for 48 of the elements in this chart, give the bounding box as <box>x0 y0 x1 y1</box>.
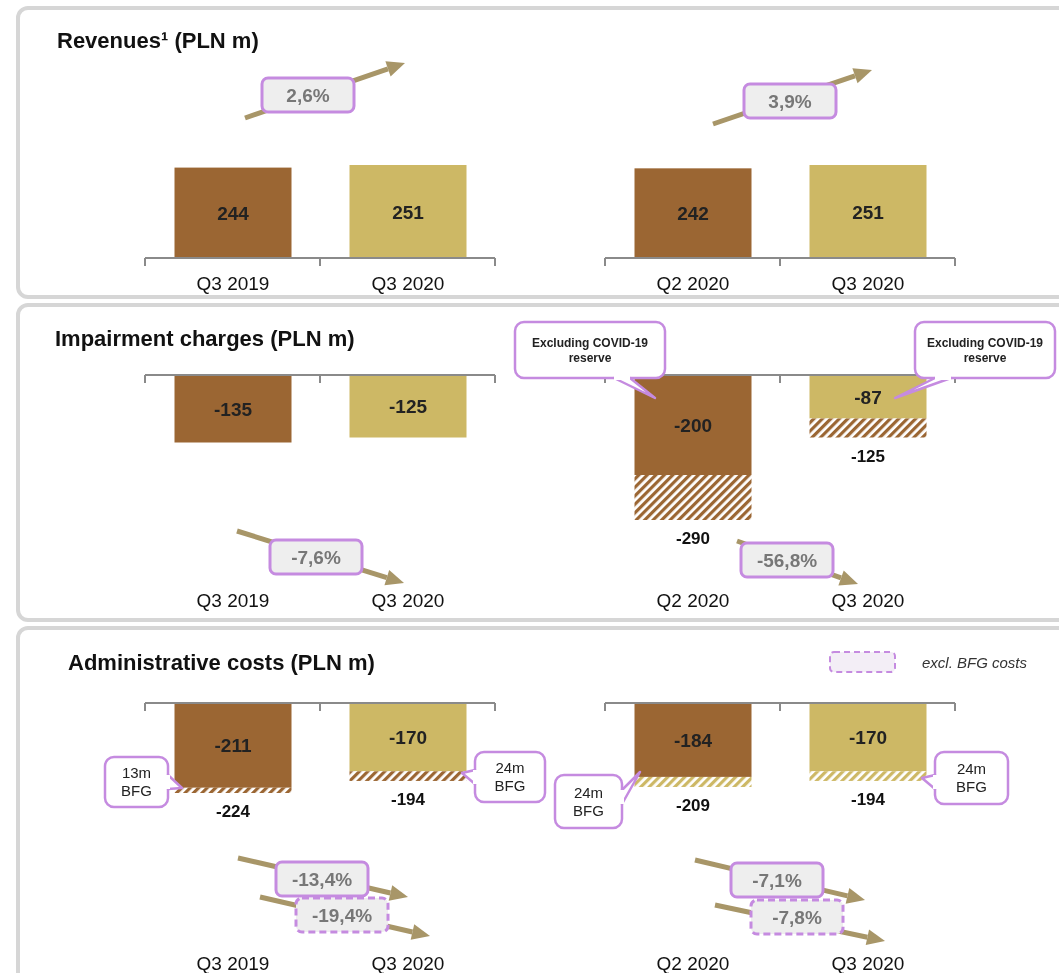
x-tick-label: Q3 2020 <box>371 590 445 611</box>
x-tick-label: Q2 2020 <box>656 953 730 973</box>
total-label: -125 <box>850 446 886 466</box>
data-label: 244 <box>217 202 250 224</box>
text: -7,6% <box>291 547 341 568</box>
text: 3,9% <box>768 91 812 112</box>
total-label: -224 <box>215 802 251 821</box>
data-label: -184 <box>673 729 713 751</box>
text: -7,1% <box>752 870 802 891</box>
x-tick-label: Q2 2020 <box>656 590 730 611</box>
chart-title: Administrative costs (PLN m) <box>68 650 375 675</box>
x-tick-label: Q3 2020 <box>831 953 905 973</box>
text: -13,4% <box>291 869 353 890</box>
total-label: -194 <box>390 789 426 809</box>
data-label: -87 <box>854 386 882 408</box>
x-tick-label: Q3 2019 <box>196 953 270 973</box>
data-label: -135 <box>213 398 253 420</box>
x-tick-label: Q3 2020 <box>831 590 905 611</box>
data-label: -125 <box>388 396 428 418</box>
data-label: 242 <box>677 203 709 225</box>
text: -7,8% <box>772 907 822 928</box>
data-label: 251 <box>852 201 885 223</box>
data-label: -170 <box>388 727 428 749</box>
text: 2,6% <box>286 85 330 106</box>
x-tick-label: Q3 2020 <box>831 273 905 294</box>
text: -56,8% <box>756 550 818 571</box>
annotation: 13m BFG <box>121 764 152 800</box>
text: 24m BFG <box>956 760 987 796</box>
total-label: -194 <box>850 789 886 809</box>
total-label: -290 <box>675 529 711 548</box>
data-label: -200 <box>673 415 713 436</box>
text: Excluding COVID-19 reserve <box>926 335 1044 365</box>
text: 24m BFG <box>573 783 604 819</box>
text: -19,4% <box>311 905 373 926</box>
chart-title: Impairment charges (PLN m) <box>55 326 355 351</box>
chart-title: Revenues¹ (PLN m) <box>57 28 259 53</box>
annotation: 24m BFG <box>494 759 526 795</box>
x-tick-label: Q3 2020 <box>371 953 445 973</box>
data-label: -211 <box>214 735 252 757</box>
text: Excluding COVID-19 reserve <box>531 335 649 365</box>
x-tick-label: Q3 2019 <box>196 273 270 294</box>
x-tick-label: Q3 2019 <box>196 590 270 611</box>
x-tick-label: Q3 2020 <box>371 273 445 294</box>
data-label: -170 <box>848 727 888 749</box>
x-tick-label: Q2 2020 <box>656 273 730 294</box>
data-label: 251 <box>392 201 425 223</box>
text: excl. BFG costs <box>922 654 1028 671</box>
total-label: -209 <box>675 795 711 815</box>
